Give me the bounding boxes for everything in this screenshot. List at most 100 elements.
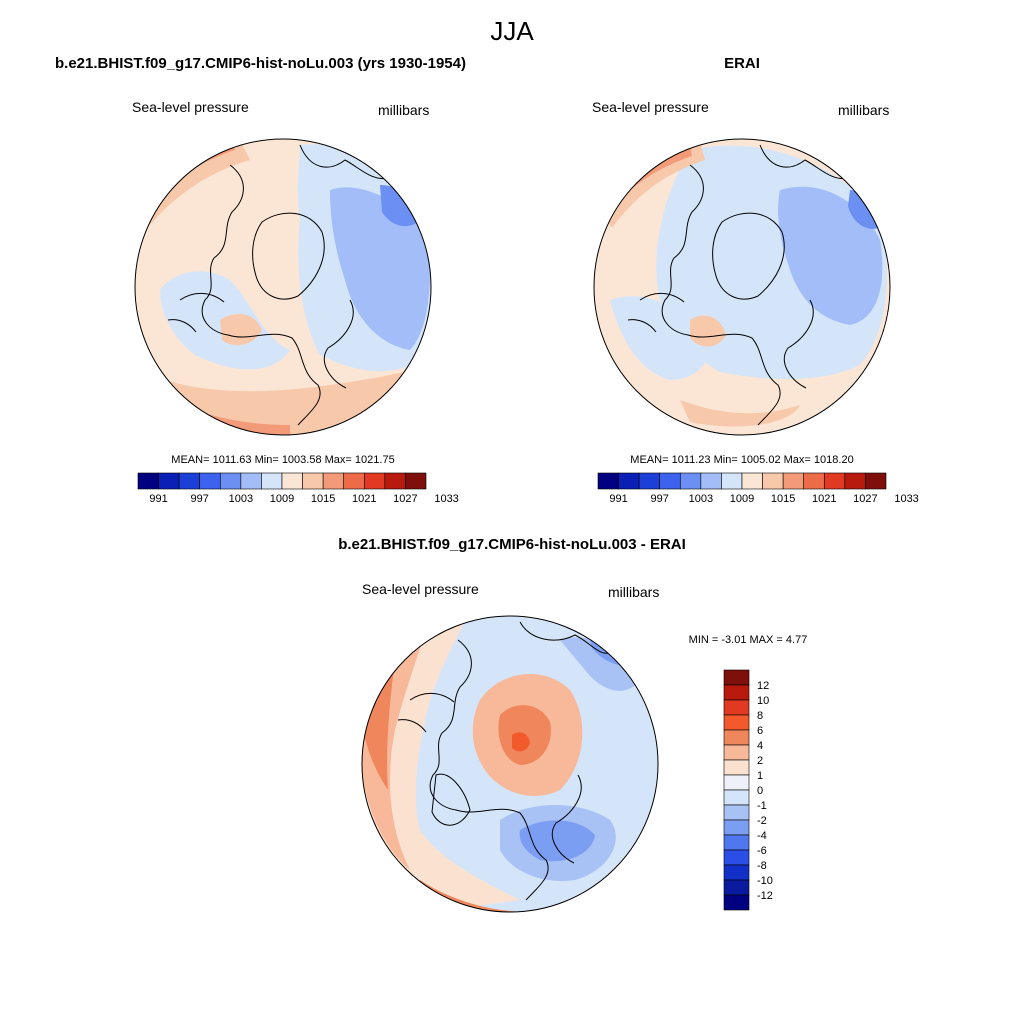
map-region-lower-pressure [330, 187, 430, 350]
panel-model-title: b.e21.BHIST.f09_g17.CMIP6-hist-noLu.003 … [55, 55, 466, 72]
colorbar-tick-label: 1027 [853, 493, 877, 505]
colorbar-tick-label: -4 [757, 830, 767, 842]
colorbar-swatch [261, 472, 283, 490]
colorbar-swatch [803, 472, 825, 490]
colorbar-tick-label: 1033 [894, 493, 918, 505]
colorbar-tick-label: -8 [757, 860, 767, 872]
panel-obs-variable-label: Sea-level pressure [592, 99, 709, 115]
colorbar-tick-label: -1 [757, 800, 767, 812]
map-region-positive-4 [362, 660, 395, 790]
map-coastline-greenland [712, 212, 785, 300]
colorbar-swatch [679, 472, 702, 490]
panel-obs-title: ERAI [724, 55, 760, 72]
colorbar-swatch [723, 894, 750, 911]
polar-map-model [134, 138, 432, 436]
colorbar-tick-label: 991 [149, 493, 167, 505]
map-region-arctic-peak [512, 732, 530, 752]
colorbar-swatch [137, 472, 159, 490]
colorbar-swatch [384, 472, 406, 490]
colorbar-swatch [700, 472, 722, 490]
colorbar-tick-label: 1021 [812, 493, 836, 505]
map-coastline-islands [627, 293, 685, 333]
colorbar-tick-label: 2 [757, 755, 763, 767]
colorbar-obs: 991 997 1003 1009 1015 1021 1027 1033 [597, 472, 919, 505]
colorbar-swatch [343, 472, 365, 490]
map-region-canada [610, 296, 709, 380]
map-coastline [661, 164, 781, 426]
colorbar-tick-label: 991 [609, 493, 627, 505]
colorbar-swatch [723, 714, 750, 731]
colorbar-tick-label: 997 [191, 493, 209, 505]
colorbar-tick-label: 12 [757, 680, 769, 692]
colorbar-swatch [659, 472, 681, 490]
colorbar-model: 991 997 1003 1009 1015 1021 1027 1033 [137, 472, 459, 505]
colorbar-swatch [723, 804, 750, 821]
panel-obs-units-label: millibars [838, 102, 889, 118]
colorbar-swatch [363, 472, 386, 490]
panel-diff: b.e21.BHIST.f09_g17.CMIP6-hist-noLu.003 … [338, 536, 808, 913]
map-coastline [429, 639, 549, 901]
colorbar-tick-label: 1003 [689, 493, 713, 505]
colorbar-swatch [723, 669, 750, 686]
panel-diff-stats: MIN = -3.01 MAX = 4.77 [689, 634, 808, 646]
colorbar-swatch [158, 472, 180, 490]
map-border [361, 615, 659, 913]
panel-diff-title: b.e21.BHIST.f09_g17.CMIP6-hist-noLu.003 … [338, 536, 686, 553]
polar-map-diff [361, 615, 659, 913]
map-border [134, 138, 432, 436]
colorbar-tick-label: 0 [757, 785, 763, 797]
colorbar-tick-label: 1003 [229, 493, 253, 505]
map-region-high-pacific [140, 140, 250, 225]
map-region-hudson [690, 315, 726, 347]
colorbar-swatch [723, 729, 750, 746]
map-region-lowest-pressure [848, 190, 879, 229]
colorbar-swatch [322, 472, 345, 490]
colorbar-swatch [723, 879, 750, 896]
colorbar-swatch [240, 472, 262, 490]
colorbar-swatch [721, 472, 743, 490]
colorbar-tick-label: 8 [757, 710, 763, 722]
colorbar-swatch [618, 472, 640, 490]
map-coastline-greenland [431, 773, 471, 826]
colorbar-swatch [782, 472, 805, 490]
panel-diff-units-label: millibars [608, 584, 659, 600]
colorbar-tick-label: -12 [757, 890, 773, 902]
panel-model-units-label: millibars [378, 102, 429, 118]
colorbar-swatch [723, 744, 750, 761]
colorbar-tick-label: 10 [757, 695, 769, 707]
map-region-negative-2 [519, 820, 595, 862]
colorbar-swatch [723, 864, 750, 881]
colorbar-swatch [199, 472, 221, 490]
colorbar-swatch [844, 472, 866, 490]
panel-model-variable-label: Sea-level pressure [132, 99, 249, 115]
colorbar-swatch [723, 789, 750, 806]
map-coastline [201, 164, 321, 426]
colorbar-swatch [723, 774, 750, 791]
colorbar-tick-label: 1 [757, 770, 763, 782]
colorbar-tick-label: -10 [757, 875, 773, 887]
colorbar-swatch [178, 472, 201, 490]
panel-model-stats: MEAN= 1011.63 Min= 1003.58 Max= 1021.75 [171, 454, 394, 466]
map-region-high-pacific [600, 142, 705, 228]
map-coastline-eurasia [519, 621, 613, 864]
map-coastline-eurasia [299, 144, 391, 389]
map-coastline-islands [167, 293, 225, 333]
colorbar-tick-label: 1009 [270, 493, 294, 505]
colorbar-tick-label: 1027 [393, 493, 417, 505]
colorbar-tick-label: -6 [757, 845, 767, 857]
colorbar-swatch [405, 472, 427, 490]
colorbar-tick-label: 6 [757, 725, 763, 737]
colorbar-tick-label: 1015 [311, 493, 335, 505]
colorbar-swatch [723, 819, 750, 836]
colorbar-tick-label: 997 [651, 493, 669, 505]
colorbar-swatch [597, 472, 619, 490]
colorbar-swatch [723, 684, 750, 701]
colorbar-swatch [823, 472, 846, 490]
colorbar-swatch [723, 849, 750, 866]
colorbar-swatch [723, 699, 750, 716]
figure-title: JJA [490, 16, 534, 46]
polar-map-obs [593, 138, 891, 436]
colorbar-tick-label: 1021 [352, 493, 376, 505]
